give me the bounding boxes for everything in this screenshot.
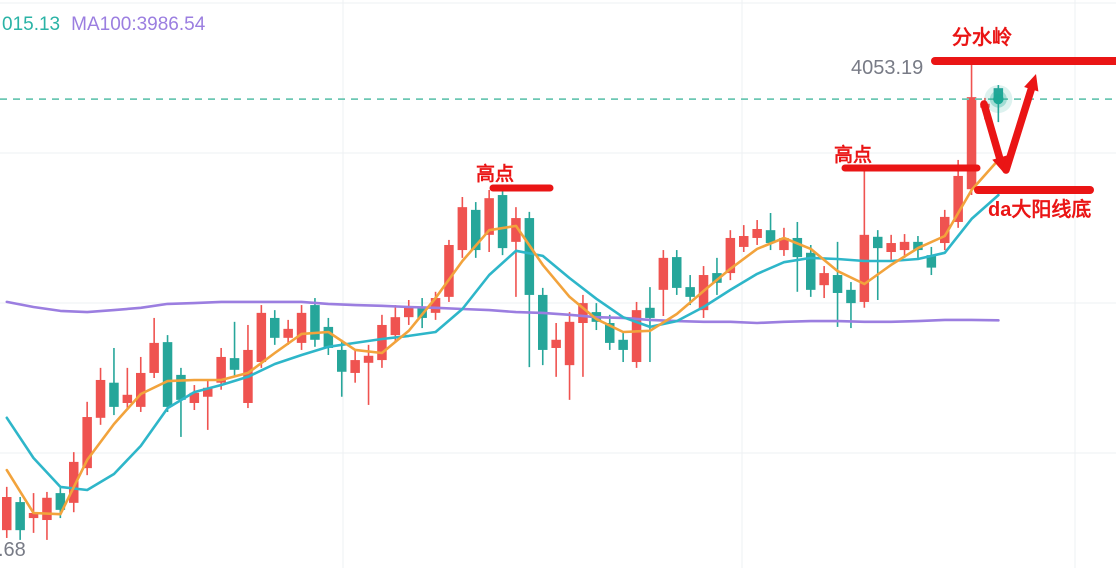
candle-body [55, 493, 66, 510]
candle-body [256, 312, 267, 363]
candle-body [189, 392, 200, 403]
candle-body [966, 97, 977, 190]
candle-body [618, 339, 628, 350]
candle-body [685, 287, 695, 297]
annotation-label-gaodian-mid[interactable]: 高点 [476, 164, 515, 185]
down-arrow-shaft [980, 100, 1004, 162]
candle-body [899, 241, 910, 251]
candle-body [363, 355, 374, 363]
candle-body [993, 88, 1004, 100]
ma100-value: MA100:3986.54 [71, 14, 206, 35]
candle-body [42, 497, 52, 521]
annotation-drawings[interactable] [489, 57, 1116, 194]
price-label-high: 4053.19 [851, 57, 924, 79]
candles [2, 58, 1004, 540]
down-arrow[interactable] [980, 100, 1007, 173]
annotation-label-gaodian-right[interactable]: 高点 [834, 145, 873, 166]
candle-body [631, 310, 642, 363]
candle-body [712, 273, 722, 283]
candle-body [28, 512, 39, 519]
candle-body [645, 307, 655, 318]
candle-body [658, 257, 669, 290]
candle-body [149, 342, 159, 373]
candle-body [832, 275, 843, 293]
candle-body [953, 175, 963, 222]
candle-body [471, 209, 481, 251]
candle-body [739, 236, 749, 247]
candle-body [551, 339, 561, 348]
candle-body [457, 207, 468, 251]
candle-body [122, 394, 133, 403]
candle-body [283, 328, 293, 338]
candle-body [752, 228, 762, 238]
candle-body [578, 303, 588, 324]
candle-body [350, 360, 360, 373]
candle-body [296, 312, 307, 343]
candle-body [176, 374, 186, 400]
candle-body [605, 323, 615, 343]
candle-body [377, 324, 387, 361]
candle-body [216, 356, 226, 383]
candle-body [337, 349, 347, 372]
candle-body [792, 237, 803, 258]
up-arrow-head [1024, 74, 1039, 92]
candle-body [497, 195, 508, 249]
indicator-legend[interactable]: 015.13 MA100:3986.54 [2, 14, 216, 36]
candle-body [672, 257, 682, 288]
ma-teal-value: 015.13 [2, 14, 61, 35]
annotation-label-dayangxian[interactable]: da大阳线底 [988, 199, 1092, 221]
candle-body [95, 379, 106, 418]
last-price-marker [984, 85, 1013, 114]
candle-body [940, 216, 950, 244]
candle-body [846, 289, 856, 304]
candle-body [15, 502, 25, 531]
candle-body [926, 255, 937, 268]
candle-body [779, 237, 789, 251]
candle-body [270, 317, 280, 338]
candle-body [765, 230, 776, 244]
candle-body [162, 342, 173, 407]
candle-body [229, 358, 240, 370]
candle-body [310, 305, 320, 340]
candle-body [564, 321, 575, 366]
candle-body [203, 387, 213, 397]
candle-body [873, 236, 883, 249]
candle-body [390, 317, 401, 336]
candle-body [538, 294, 548, 350]
candle-body [484, 198, 494, 235]
candle-body [444, 244, 454, 297]
candle-body [913, 241, 923, 251]
candle-body [725, 237, 736, 274]
candle-body [806, 252, 816, 290]
candle-body [886, 243, 896, 253]
candle-body [69, 461, 79, 503]
ma-orange-line [5, 158, 1000, 516]
annotation-label-fenshuiling[interactable]: 分水岭 [952, 27, 1012, 49]
candle-body [323, 326, 334, 348]
candle-body [511, 218, 521, 242]
candle-body [524, 218, 535, 295]
candle-body [819, 273, 829, 286]
candle-body [82, 417, 92, 469]
up-arrow-shaft [1002, 85, 1035, 174]
ma-purple-line [5, 300, 1000, 325]
candle-body [2, 497, 12, 531]
candle-body [859, 234, 870, 302]
up-arrow[interactable] [1002, 74, 1039, 174]
ma-cyan-line [5, 193, 1000, 492]
candle-body [136, 372, 146, 407]
candle-body [109, 382, 119, 407]
candle-body [430, 298, 441, 313]
marker-dot [993, 93, 1004, 105]
candle-body [404, 307, 414, 318]
price-label-low-partial: .68 [0, 539, 26, 561]
